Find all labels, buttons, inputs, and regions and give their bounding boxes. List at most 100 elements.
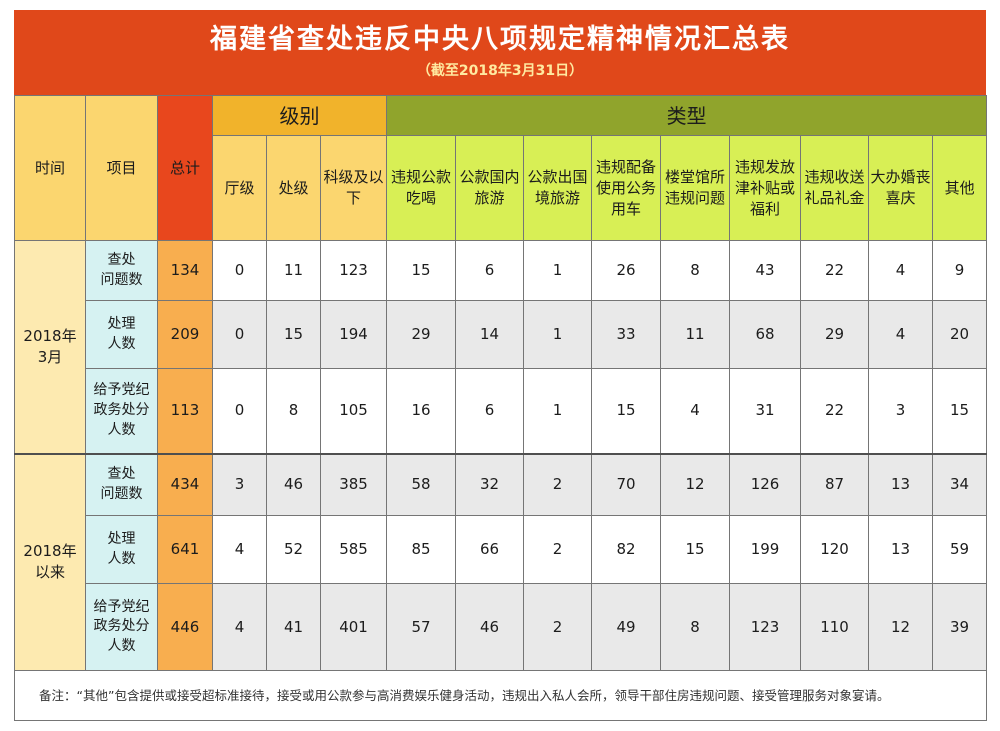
header-group-row: 时间 项目 总计 级别 类型 bbox=[14, 95, 988, 241]
table-row: 2018年 以来 查处 问题数 434 3 46 385 58 32 2 70 … bbox=[14, 452, 988, 671]
data-cell: 15 bbox=[386, 240, 457, 301]
data-cell: 12 bbox=[868, 583, 934, 671]
data-cell: 4 bbox=[868, 300, 934, 369]
col-header-type-2: 公款出国境旅游 bbox=[523, 135, 593, 241]
data-cell: 2 bbox=[523, 452, 593, 516]
header-group-level: 级别 bbox=[211, 95, 388, 136]
period-cell-0: 2018年 3月 bbox=[14, 240, 86, 454]
total-cell: 446 bbox=[157, 583, 213, 671]
data-cell: 70 bbox=[591, 452, 662, 516]
data-cell: 87 bbox=[800, 452, 870, 516]
data-cell: 49 bbox=[591, 583, 662, 671]
data-cell: 4 bbox=[868, 240, 934, 301]
data-cell: 8 bbox=[266, 368, 321, 454]
page-title: 福建省查处违反中央八项规定精神情况汇总表 bbox=[210, 24, 790, 56]
data-cell: 32 bbox=[455, 452, 525, 516]
data-cell: 3 bbox=[868, 368, 934, 454]
col-header-level-0: 厅级 bbox=[212, 135, 267, 241]
footnote: 备注：“其他”包含提供或接受超标准接待，接受或用公款参与高消费娱乐健身活动，违规… bbox=[13, 670, 988, 721]
data-cell: 8 bbox=[660, 583, 731, 671]
data-cell: 123 bbox=[729, 583, 802, 671]
data-cell: 58 bbox=[386, 452, 457, 516]
item-cell: 给予党纪 政务处分 人数 bbox=[85, 368, 158, 454]
page-subtitle: （截至2018年3月31日） bbox=[416, 62, 584, 79]
data-cell: 4 bbox=[660, 368, 731, 454]
data-cell: 68 bbox=[729, 300, 802, 369]
col-header-type-6: 违规收送礼品礼金 bbox=[800, 135, 870, 241]
data-cell: 2 bbox=[523, 515, 593, 584]
data-cell: 6 bbox=[455, 240, 525, 301]
data-cell: 59 bbox=[932, 515, 988, 584]
col-header-type-0: 违规公款吃喝 bbox=[386, 135, 457, 241]
col-header-type-8: 其他 bbox=[932, 135, 988, 241]
data-cell: 57 bbox=[386, 583, 457, 671]
col-header-type-5: 违规发放津补贴或福利 bbox=[729, 135, 802, 241]
data-cell: 8 bbox=[660, 240, 731, 301]
data-cell: 1 bbox=[523, 368, 593, 454]
data-cell: 14 bbox=[455, 300, 525, 369]
data-cell: 66 bbox=[455, 515, 525, 584]
table-row: 2018年 3月 查处 问题数 134 0 11 123 15 6 1 26 8… bbox=[14, 240, 988, 454]
data-cell: 15 bbox=[932, 368, 988, 454]
data-cell: 105 bbox=[319, 368, 388, 454]
data-cell: 0 bbox=[212, 368, 267, 454]
total-cell: 134 bbox=[157, 240, 213, 301]
total-cell: 434 bbox=[157, 452, 213, 516]
data-cell: 4 bbox=[212, 583, 267, 671]
data-cell: 110 bbox=[800, 583, 870, 671]
data-cell: 22 bbox=[800, 240, 870, 301]
table-row: 给予党纪 政务处分 人数 446 4 41 401 57 46 2 49 8 1… bbox=[15, 583, 988, 671]
data-cell: 585 bbox=[319, 515, 388, 584]
header-group-type: 类型 bbox=[386, 95, 988, 136]
data-cell: 401 bbox=[319, 583, 388, 671]
total-cell: 113 bbox=[157, 368, 213, 454]
item-cell: 处理 人数 bbox=[85, 515, 158, 584]
header-column-row: 厅级 处级 科级及以下 违规公款吃喝 公款国内旅游 公款出国境旅游 违规配备使用… bbox=[15, 135, 988, 241]
data-cell: 3 bbox=[212, 452, 267, 516]
data-cell: 123 bbox=[319, 240, 388, 301]
data-cell: 16 bbox=[386, 368, 457, 454]
data-cell: 126 bbox=[729, 452, 802, 516]
data-cell: 1 bbox=[523, 240, 593, 301]
data-cell: 15 bbox=[591, 368, 662, 454]
table-row: 处理 人数 209 0 15 194 29 14 1 33 11 68 29 4… bbox=[15, 300, 988, 369]
data-cell: 0 bbox=[212, 300, 267, 369]
item-cell: 处理 人数 bbox=[85, 300, 158, 369]
data-cell: 52 bbox=[266, 515, 321, 584]
period-cell-1: 2018年 以来 bbox=[14, 452, 86, 671]
data-cell: 15 bbox=[266, 300, 321, 369]
data-cell: 41 bbox=[266, 583, 321, 671]
data-cell: 34 bbox=[932, 452, 988, 516]
col-header-type-3: 违规配备使用公务用车 bbox=[591, 135, 662, 241]
data-cell: 385 bbox=[319, 452, 388, 516]
item-cell: 给予党纪 政务处分 人数 bbox=[85, 583, 158, 671]
header-time: 时间 bbox=[14, 95, 86, 241]
summary-table: 时间 项目 总计 级别 类型 厅级 处级 科级及以下 违规公款吃喝 公款国内旅游… bbox=[13, 95, 988, 721]
data-cell: 33 bbox=[591, 300, 662, 369]
data-cell: 82 bbox=[591, 515, 662, 584]
table-row: 处理 人数 641 4 52 585 85 66 2 82 15 199 120… bbox=[15, 515, 988, 584]
total-cell: 209 bbox=[157, 300, 213, 369]
data-cell: 9 bbox=[932, 240, 988, 301]
data-cell: 11 bbox=[266, 240, 321, 301]
item-cell: 查处 问题数 bbox=[85, 240, 158, 301]
note-row: 备注：“其他”包含提供或接受超标准接待，接受或用公款参与高消费娱乐健身活动，违规… bbox=[13, 670, 988, 721]
data-cell: 31 bbox=[729, 368, 802, 454]
item-cell: 查处 问题数 bbox=[85, 452, 158, 516]
data-cell: 199 bbox=[729, 515, 802, 584]
data-cell: 85 bbox=[386, 515, 457, 584]
table-row: 给予党纪 政务处分 人数 113 0 8 105 16 6 1 15 4 31 … bbox=[15, 368, 988, 454]
data-cell: 39 bbox=[932, 583, 988, 671]
col-header-type-7: 大办婚丧喜庆 bbox=[868, 135, 934, 241]
data-cell: 11 bbox=[660, 300, 731, 369]
data-cell: 194 bbox=[319, 300, 388, 369]
data-cell: 15 bbox=[660, 515, 731, 584]
col-header-type-1: 公款国内旅游 bbox=[455, 135, 525, 241]
col-header-type-4: 楼堂馆所违规问题 bbox=[660, 135, 731, 241]
data-cell: 29 bbox=[386, 300, 457, 369]
data-cell: 29 bbox=[800, 300, 870, 369]
header-item: 项目 bbox=[85, 95, 158, 241]
data-cell: 22 bbox=[800, 368, 870, 454]
data-cell: 13 bbox=[868, 515, 934, 584]
